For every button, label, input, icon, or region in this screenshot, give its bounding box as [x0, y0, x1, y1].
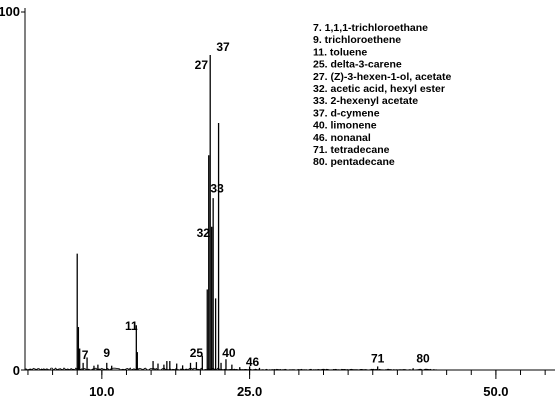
peak-label: 27 [195, 58, 209, 72]
legend-entry: 25. delta-3-carene [313, 59, 402, 71]
x-tick-label: 25.0 [237, 384, 262, 399]
y-tick-label: 0 [13, 363, 20, 378]
peak-label: 80 [416, 351, 430, 365]
peak-label: 46 [246, 355, 260, 369]
legend-entry: 7. 1,1,1-trichloroethane [313, 22, 428, 34]
baseline-trace [24, 367, 437, 371]
baseline-noise [24, 367, 437, 371]
peak-labels: 7 9 11 25 27 37 33 32 40 46 71 80 [82, 40, 430, 369]
x-tick-label: 50.0 [483, 384, 508, 399]
peak-label: 25 [190, 346, 204, 360]
legend-entry: 33. 2-hexenyl acetate [313, 95, 418, 107]
legend-entry: 46. nonanal [313, 132, 371, 144]
peak-label: 40 [222, 346, 236, 360]
legend-entry: 27. (Z)-3-hexen-1-ol, acetate [313, 71, 451, 83]
legend-entry: 40. limonene [313, 120, 377, 132]
x-tick-label: 10.0 [89, 384, 114, 399]
legend-entry: 9. trichloroethene [313, 34, 401, 46]
legend-entry: 71. tetradecane [313, 144, 390, 156]
peak-label: 37 [216, 40, 230, 54]
legend-entry: 80. pentadecane [313, 156, 395, 168]
y-tick-label: 100 [0, 4, 20, 19]
peak-label: 71 [371, 351, 385, 365]
peak-label: 9 [103, 346, 110, 360]
peak-label: 7 [82, 348, 89, 362]
chart-axes: 10.0 25.0 50.0 0 100 [0, 4, 555, 399]
legend-entry: 32. acetic acid, hexyl ester [313, 83, 445, 95]
chromatogram-peaks [76, 54, 414, 370]
peak-label: 11 [125, 319, 138, 333]
peak-label: 33 [210, 181, 224, 195]
legend-entry: 11. toluene [313, 46, 367, 58]
legend-entry: 37. d-cymene [313, 107, 380, 119]
peak-label: 32 [197, 226, 211, 240]
